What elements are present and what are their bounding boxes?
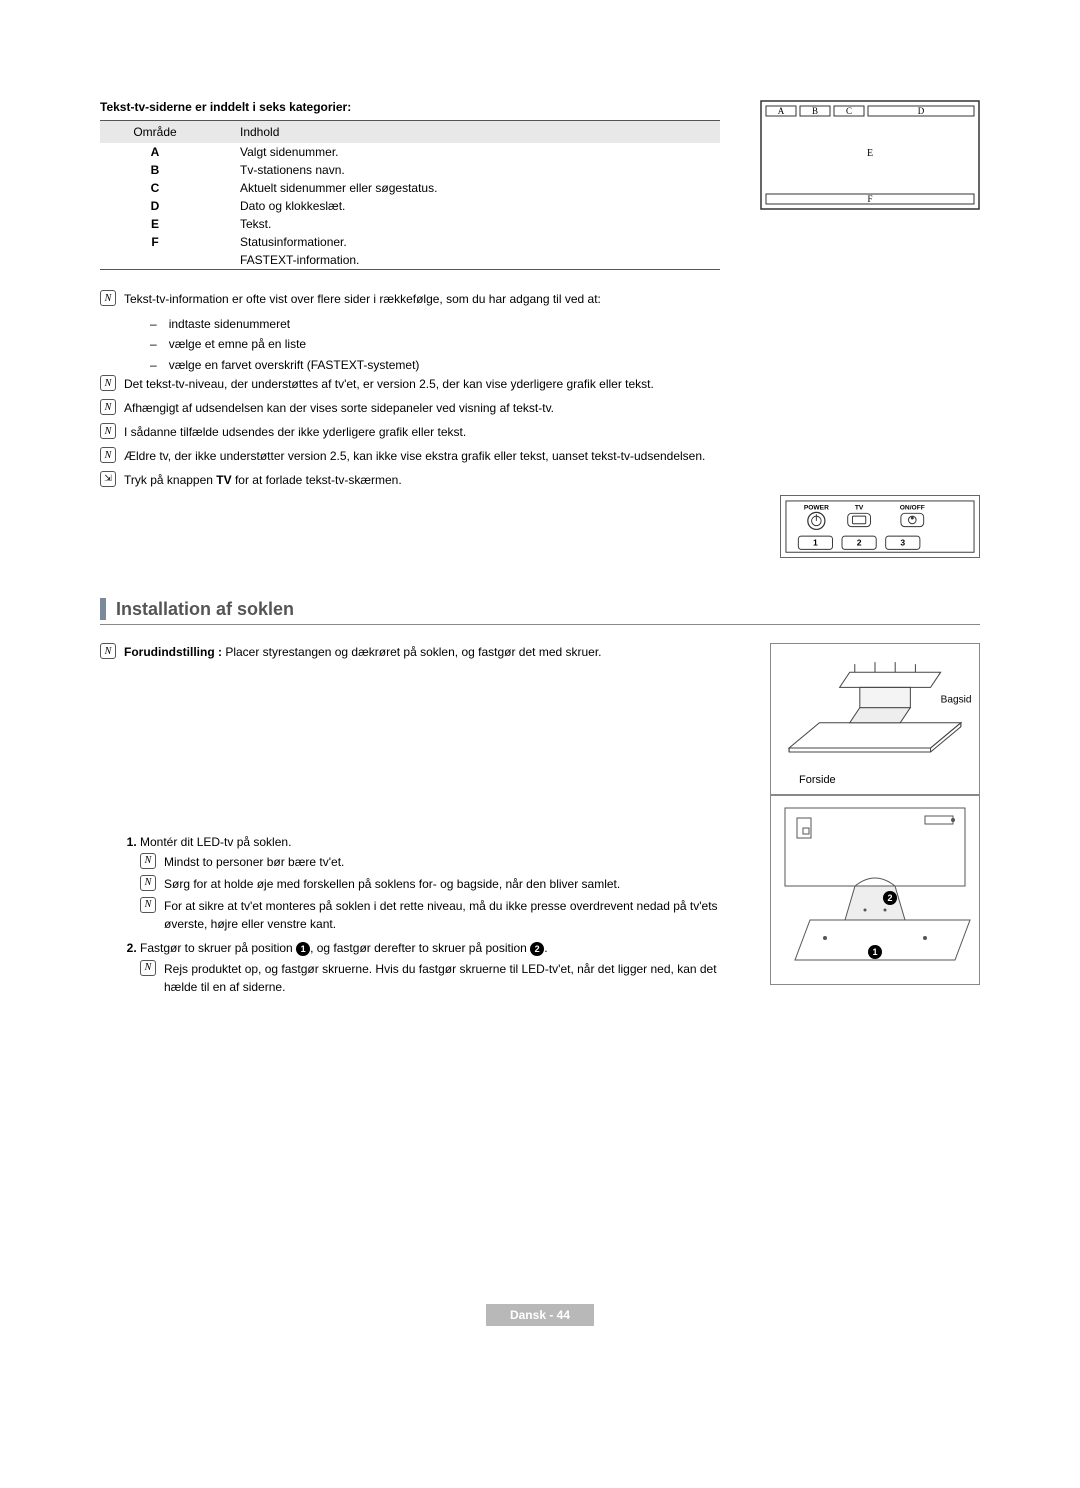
page-footer: Dansk - 44 [100,1304,980,1326]
table-row: FStatusinformationer. [100,233,720,251]
steps-row: Montér dit LED-tv på soklen. NMindst to … [100,795,980,1004]
remote-diagram: POWER TV ON/OFF 1 2 3 [780,495,980,558]
note-sublist: indtaste sidenummeret vælge et emne på e… [100,314,980,375]
stand-front-label: Forside [779,774,971,786]
page-footer-label: Dansk - 44 [486,1304,594,1326]
svg-text:D: D [918,106,925,116]
table-row: AValgt sidenummer. [100,143,720,161]
table-row: BTv-stationens navn. [100,161,720,179]
categories-table: Område Indhold AValgt sidenummer. BTv-st… [100,120,720,270]
note-text: Ældre tv, der ikke understøtter version … [124,447,705,465]
note-icon: N [100,399,116,415]
circled-2-icon: 2 [530,942,544,956]
note-icon: N [100,423,116,439]
col-content: Indhold [210,121,720,144]
svg-text:ON/OFF: ON/OFF [900,505,925,512]
section-accent-bar [100,598,106,620]
teletext-categories-row: Tekst-tv-siderne er inddelt i seks kateg… [100,100,980,270]
note-subitem: vælge et emne på en liste [150,334,980,354]
svg-text:F: F [867,194,872,204]
svg-text:E: E [867,148,873,159]
note-icon: N [140,875,156,891]
note-item: N I sådanne tilfælde udsendes der ikke y… [100,423,980,441]
note-icon: N [140,897,156,913]
stand-diagram: Bagside Forside [770,643,980,794]
note-icon: N [140,853,156,869]
note-item: N Ældre tv, der ikke understøtter versio… [100,447,980,465]
svg-text:3: 3 [900,538,905,548]
section-rule [100,624,980,625]
svg-text:2: 2 [857,538,862,548]
categories-title: Tekst-tv-siderne er inddelt i seks kateg… [100,100,720,114]
teletext-layout-diagram: A B C D E F [760,100,980,213]
note-item: N Det tekst-tv-niveau, der understøttes … [100,375,980,393]
svg-text:1: 1 [872,947,877,957]
press-item: ⇲ Tryk på knappen TV for at forlade teks… [100,471,980,489]
tv-mount-diagram: 2 1 [770,795,980,985]
step-2-text: Fastgør to skruer på position 1, og fast… [140,941,548,955]
note-icon: N [100,290,116,306]
svg-text:TV: TV [855,505,864,512]
svg-text:B: B [812,106,818,116]
note-text: I sådanne tilfælde udsendes der ikke yde… [124,423,466,441]
note-subitem: indtaste sidenummeret [150,314,980,334]
preset-note: N Forudindstilling : Placer styrestangen… [100,643,746,661]
press-text: Tryk på knappen TV for at forlade tekst-… [124,471,402,489]
table-row: ETekst. [100,215,720,233]
step-2: Fastgør to skruer på position 1, og fast… [140,941,746,996]
preset-row: N Forudindstilling : Placer styrestangen… [100,643,980,794]
note-subitem: vælge en farvet overskrift (FASTEXT-syst… [150,355,980,375]
col-area: Område [100,121,210,144]
svg-text:A: A [778,106,785,116]
step-1: Montér dit LED-tv på soklen. NMindst to … [140,835,746,933]
note-icon: N [100,375,116,391]
circled-1-icon: 1 [296,942,310,956]
svg-text:POWER: POWER [804,505,829,512]
preset-text: Forudindstilling : Placer styrestangen o… [124,643,602,661]
table-row: DDato og klokkeslæt. [100,197,720,215]
svg-text:1: 1 [813,538,818,548]
categories-table-block: Tekst-tv-siderne er inddelt i seks kateg… [100,100,720,270]
note-icon: N [140,960,156,976]
install-steps: Montér dit LED-tv på soklen. NMindst to … [100,835,746,996]
section-header: Installation af soklen [100,598,980,620]
note-text: Afhængigt af udsendelsen kan der vises s… [124,399,554,417]
note-icon: N [100,447,116,463]
note-item: N Afhængigt af udsendelsen kan der vises… [100,399,980,417]
table-row: FASTEXT-information. [100,251,720,270]
note-icon: N [100,643,116,659]
table-row: CAktuelt sidenummer eller søgestatus. [100,179,720,197]
note-text: Tekst-tv-information er ofte vist over f… [124,290,601,308]
svg-text:2: 2 [887,893,892,903]
svg-text:C: C [846,106,852,116]
note-item: N Tekst-tv-information er ofte vist over… [100,290,980,308]
press-button-icon: ⇲ [100,471,116,487]
svg-text:Bagside: Bagside [941,695,971,706]
note-text: Det tekst-tv-niveau, der understøttes af… [124,375,654,393]
notes-block: N Tekst-tv-information er ofte vist over… [100,290,980,489]
table-header-row: Område Indhold [100,121,720,144]
section-title: Installation af soklen [116,599,294,620]
